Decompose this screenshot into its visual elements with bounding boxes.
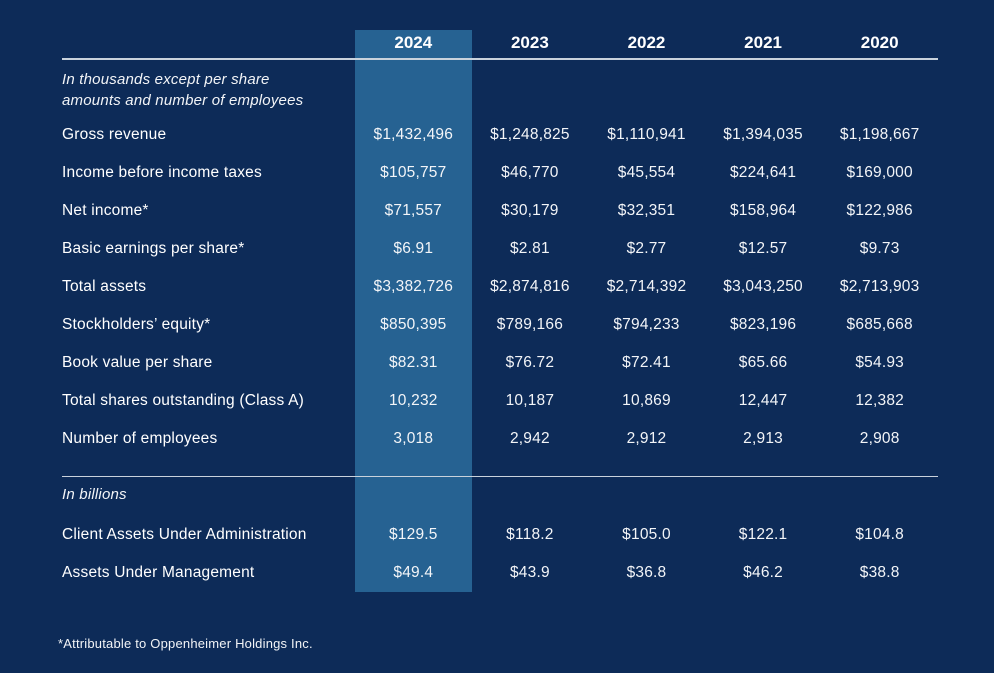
cell-value: $794,233 [613, 316, 680, 333]
cell-value: $9.73 [859, 240, 900, 257]
cell-value: $12.57 [738, 240, 788, 257]
cell-value: $122.1 [738, 526, 788, 543]
table-row-book-value: Book value per share $82.31 $76.72 $72.4… [62, 344, 938, 382]
row-label: Total shares outstanding (Class A) [62, 392, 305, 409]
year-header-row: 2024 2023 2022 2021 2020 [62, 30, 938, 58]
table-row-income-before-taxes: Income before income taxes $105,757 $46,… [62, 154, 938, 192]
cell-value: $30,179 [501, 202, 559, 219]
cell-value: $2,714,392 [606, 278, 687, 295]
header-divider-line [62, 58, 938, 60]
cell-value: $36.8 [626, 564, 667, 581]
cell-value: $789,166 [496, 316, 564, 333]
cell-value: $105.0 [622, 526, 671, 543]
cell-value: $32,351 [617, 202, 676, 219]
cell-value: $3,043,250 [723, 278, 803, 295]
table-row-shares-outstanding: Total shares outstanding (Class A) 10,23… [62, 382, 938, 420]
cell-value: $54.93 [855, 354, 904, 371]
table-row-client-assets: Client Assets Under Administration $129.… [62, 516, 938, 554]
row-label: Basic earnings per share* [62, 240, 245, 257]
cell-value: $65.66 [738, 354, 788, 371]
cell-value: $1,110,941 [607, 126, 686, 143]
cell-value: $71,557 [384, 202, 443, 219]
row-label: Total assets [62, 278, 147, 295]
cell-value: $158,964 [729, 202, 797, 219]
cell-value: $82.31 [388, 354, 438, 371]
highlighted-year-column [355, 30, 472, 592]
financial-highlights-table: 2024 2023 2022 2021 2020 In thousands ex… [62, 30, 938, 592]
cell-value: $685,668 [846, 316, 913, 333]
cell-value: $823,196 [729, 316, 797, 333]
section-note-thousands: In thousands except per share amounts an… [62, 70, 304, 109]
cell-value: $72.41 [622, 354, 671, 371]
cell-value: 10,232 [388, 392, 438, 409]
cell-value: 3,018 [393, 430, 434, 447]
table-row-employees: Number of employees 3,018 2,942 2,912 2,… [62, 420, 938, 458]
cell-value: 2,908 [859, 430, 900, 447]
cell-value: $43.9 [509, 564, 550, 581]
cell-value: $104.8 [855, 526, 904, 543]
row-label: Book value per share [62, 354, 213, 371]
cell-value: 2,912 [626, 430, 667, 447]
row-label: Assets Under Management [62, 564, 255, 581]
table-row-gross-revenue: Gross revenue $1,432,496 $1,248,825 $1,1… [62, 116, 938, 154]
cell-value: $3,382,726 [373, 278, 454, 295]
cell-value: $2.77 [626, 240, 667, 257]
section-note-billions: In billions [62, 486, 127, 503]
cell-value: $850,395 [380, 316, 447, 333]
year-header-2020: 2020 [860, 33, 899, 52]
row-label: Number of employees [62, 430, 218, 447]
table-row-aum: Assets Under Management $49.4 $43.9 $36.… [62, 554, 938, 592]
cell-value: 10,187 [505, 392, 555, 409]
cell-value: $122,986 [846, 202, 913, 219]
year-header-2023: 2023 [510, 33, 549, 52]
table-row-net-income: Net income* $71,557 $30,179 $32,351 $158… [62, 192, 938, 230]
cell-value: $45,554 [617, 164, 676, 181]
cell-value: $2.81 [509, 240, 550, 257]
cell-value: 10,869 [622, 392, 671, 409]
cell-value: $46,770 [501, 164, 559, 181]
cell-value: $6.91 [393, 240, 434, 257]
cell-value: 12,447 [738, 392, 788, 409]
cell-value: $49.4 [393, 564, 434, 581]
table-row-stockholders-equity: Stockholders’ equity* $850,395 $789,166 … [62, 306, 938, 344]
cell-value: 2,942 [509, 430, 550, 447]
cell-value: 12,382 [855, 392, 904, 409]
row-label: Net income* [62, 202, 149, 219]
cell-value: $224,641 [729, 164, 797, 181]
cell-value: $1,432,496 [373, 126, 454, 143]
cell-value: $1,198,667 [839, 126, 920, 143]
cell-value: 2,913 [743, 430, 783, 447]
year-header-2022: 2022 [627, 33, 666, 52]
year-header-2024: 2024 [394, 33, 433, 52]
cell-value: $1,394,035 [723, 126, 803, 143]
year-header-2021: 2021 [744, 33, 782, 52]
table-row-total-assets: Total assets $3,382,726 $2,874,816 $2,71… [62, 268, 938, 306]
row-label: Stockholders’ equity* [62, 316, 211, 333]
section-divider-line [62, 475, 938, 477]
row-label: Gross revenue [62, 126, 167, 143]
cell-value: $169,000 [846, 164, 913, 181]
table-row-basic-eps: Basic earnings per share* $6.91 $2.81 $2… [62, 230, 938, 268]
cell-value: $129.5 [388, 526, 438, 543]
cell-value: $118.2 [506, 526, 554, 543]
row-label: Client Assets Under Administration [62, 526, 307, 543]
cell-value: $76.72 [505, 354, 555, 371]
cell-value: $2,713,903 [839, 278, 920, 295]
section-gap [62, 458, 938, 476]
row-label: Income before income taxes [62, 164, 262, 181]
cell-value: $2,874,816 [490, 278, 570, 295]
cell-value: $1,248,825 [490, 126, 570, 143]
footnote: *Attributable to Oppenheimer Holdings In… [58, 636, 313, 651]
cell-value: $105,757 [380, 164, 447, 181]
cell-value: $38.8 [859, 564, 900, 581]
cell-value: $46.2 [743, 564, 783, 581]
